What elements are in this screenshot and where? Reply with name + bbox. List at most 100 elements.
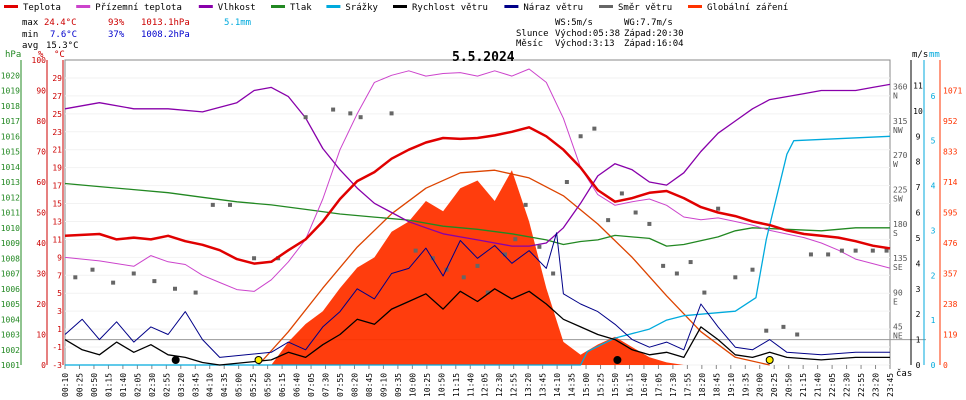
wind-direction-point <box>674 271 679 276</box>
plot-area <box>64 68 891 366</box>
radiation-tick: 119 <box>943 331 958 340</box>
stats-max-press: 1013.1hPa <box>141 18 190 28</box>
pressure-tick: 1018 <box>1 102 20 111</box>
x-tick-label: 20:25 <box>770 373 779 397</box>
wind-direction-point <box>592 126 597 131</box>
pressure-tick: 1020 <box>1 71 20 80</box>
temperature-tick: 1 <box>57 325 62 334</box>
wind-direction-point <box>152 279 157 284</box>
x-tick-label: 11:40 <box>466 373 475 397</box>
x-tick-label: 22:30 <box>843 373 852 397</box>
stats-min-hum: 37% <box>108 30 125 40</box>
wind-tick: 7 <box>916 183 921 192</box>
wind-direction-point <box>173 286 177 291</box>
stats-avg-label: avg <box>22 41 38 51</box>
x-tick-label: 10:50 <box>437 373 446 397</box>
temperature-tick: -1 <box>52 343 62 352</box>
legend-label: Vlhkost <box>218 3 256 13</box>
legend-label: Globální záření <box>707 3 788 13</box>
radiation-tick: 0 <box>943 361 948 370</box>
wind-direction-point <box>358 115 363 120</box>
x-tick-label: 16:40 <box>640 373 649 397</box>
legend-label: Srážky <box>345 3 378 13</box>
wind-direction-point <box>485 290 490 295</box>
wind-direction-point <box>564 180 569 184</box>
temperature-tick: 29 <box>52 74 62 83</box>
moonset-info: Západ:16:04 <box>624 39 684 49</box>
wind-direction-point <box>430 256 435 261</box>
wind-speed-info: WS:5m/s <box>555 18 593 28</box>
x-tick-label: 20:00 <box>756 373 765 397</box>
legend-swatch <box>504 5 519 8</box>
legend-swatch <box>4 5 18 8</box>
pressure-line <box>64 182 890 247</box>
legend-swatch <box>688 5 702 8</box>
wind-direction-point <box>619 191 624 196</box>
pressure-tick: 1017 <box>1 117 20 126</box>
direction-tick: 45 <box>893 323 903 332</box>
x-tick-label: 12:55 <box>510 373 519 397</box>
temperature-tick: 25 <box>52 110 62 119</box>
wind-direction-point <box>853 248 858 253</box>
direction-tick: 90 <box>893 288 903 297</box>
rain-tick: 3 <box>931 226 936 235</box>
wind-direction-point <box>210 202 215 207</box>
direction-tick-label: S <box>893 229 898 238</box>
stats-min-press: 1008.2hPa <box>141 30 190 40</box>
rain-tick: 6 <box>931 92 936 101</box>
pressure-tick: 1010 <box>1 224 20 233</box>
temperature-line <box>64 126 891 265</box>
wind-direction-point <box>578 134 583 139</box>
temperature-tick: 9 <box>57 253 62 262</box>
pressure-tick: 1019 <box>1 87 20 96</box>
wind-tick: 1 <box>916 336 921 345</box>
x-tick-label: 07:55 <box>336 373 345 397</box>
x-tick-label: 01:15 <box>104 373 113 397</box>
radiation-tick: 595 <box>943 209 958 218</box>
rain-line <box>65 135 891 366</box>
moonrise-marker <box>171 356 180 364</box>
wind-tick: 10 <box>913 107 923 116</box>
stats-min-temp: 7.6°C <box>50 30 77 40</box>
temperature-tick: 15 <box>52 200 62 209</box>
x-tick-label: 10:25 <box>423 373 432 397</box>
x-tick-label: 06:15 <box>278 373 287 397</box>
direction-tick-label: SE <box>893 263 903 272</box>
x-tick-label: 20:50 <box>785 373 794 397</box>
stats-block: max 24.4°C 93% 1013.1hPa 5.1mm min 7.6°C… <box>22 18 251 51</box>
x-tick-label: 07:30 <box>322 373 331 397</box>
wind-direction-point <box>90 267 95 272</box>
legend-swatch <box>76 5 91 8</box>
wind-direction-point <box>551 271 556 276</box>
x-tick-label: 03:20 <box>177 373 186 397</box>
humidity-line <box>64 83 891 247</box>
wind-gust-line <box>64 232 890 358</box>
wind-direction-point <box>750 267 755 272</box>
legend-swatch <box>599 5 613 8</box>
rain-tick: 4 <box>931 182 936 191</box>
wind-tick: 3 <box>916 285 921 294</box>
wind-direction-point <box>73 275 78 280</box>
wind-direction-point <box>839 248 844 253</box>
humidity-tick: 30 <box>36 270 46 279</box>
humidity-tick: 100 <box>32 56 47 65</box>
pressure-tick: 1009 <box>1 239 20 248</box>
x-tick-label: 18:45 <box>712 373 721 397</box>
wind-tick: 0 <box>916 361 921 370</box>
legend-label: Rychlost větru <box>412 3 488 13</box>
pressure-tick: 1001 <box>1 361 20 370</box>
x-tick-label: 19:10 <box>727 373 736 397</box>
humidity-tick: 80 <box>36 117 46 126</box>
sunset-marker <box>765 356 774 364</box>
direction-tick-label: W <box>893 160 898 169</box>
x-tick-label: 15:25 <box>597 373 606 397</box>
x-tick-label: 14:35 <box>568 373 577 397</box>
x-tick-label: 12:05 <box>481 373 490 397</box>
humidity-tick: 60 <box>36 178 46 187</box>
humidity-tick: 20 <box>36 300 46 309</box>
wind-direction-point <box>795 332 800 337</box>
legend-swatch <box>393 5 407 8</box>
temperature-tick: 13 <box>52 217 62 226</box>
sun-label: Slunce <box>516 29 549 39</box>
x-tick-label: 00:50 <box>90 373 99 397</box>
